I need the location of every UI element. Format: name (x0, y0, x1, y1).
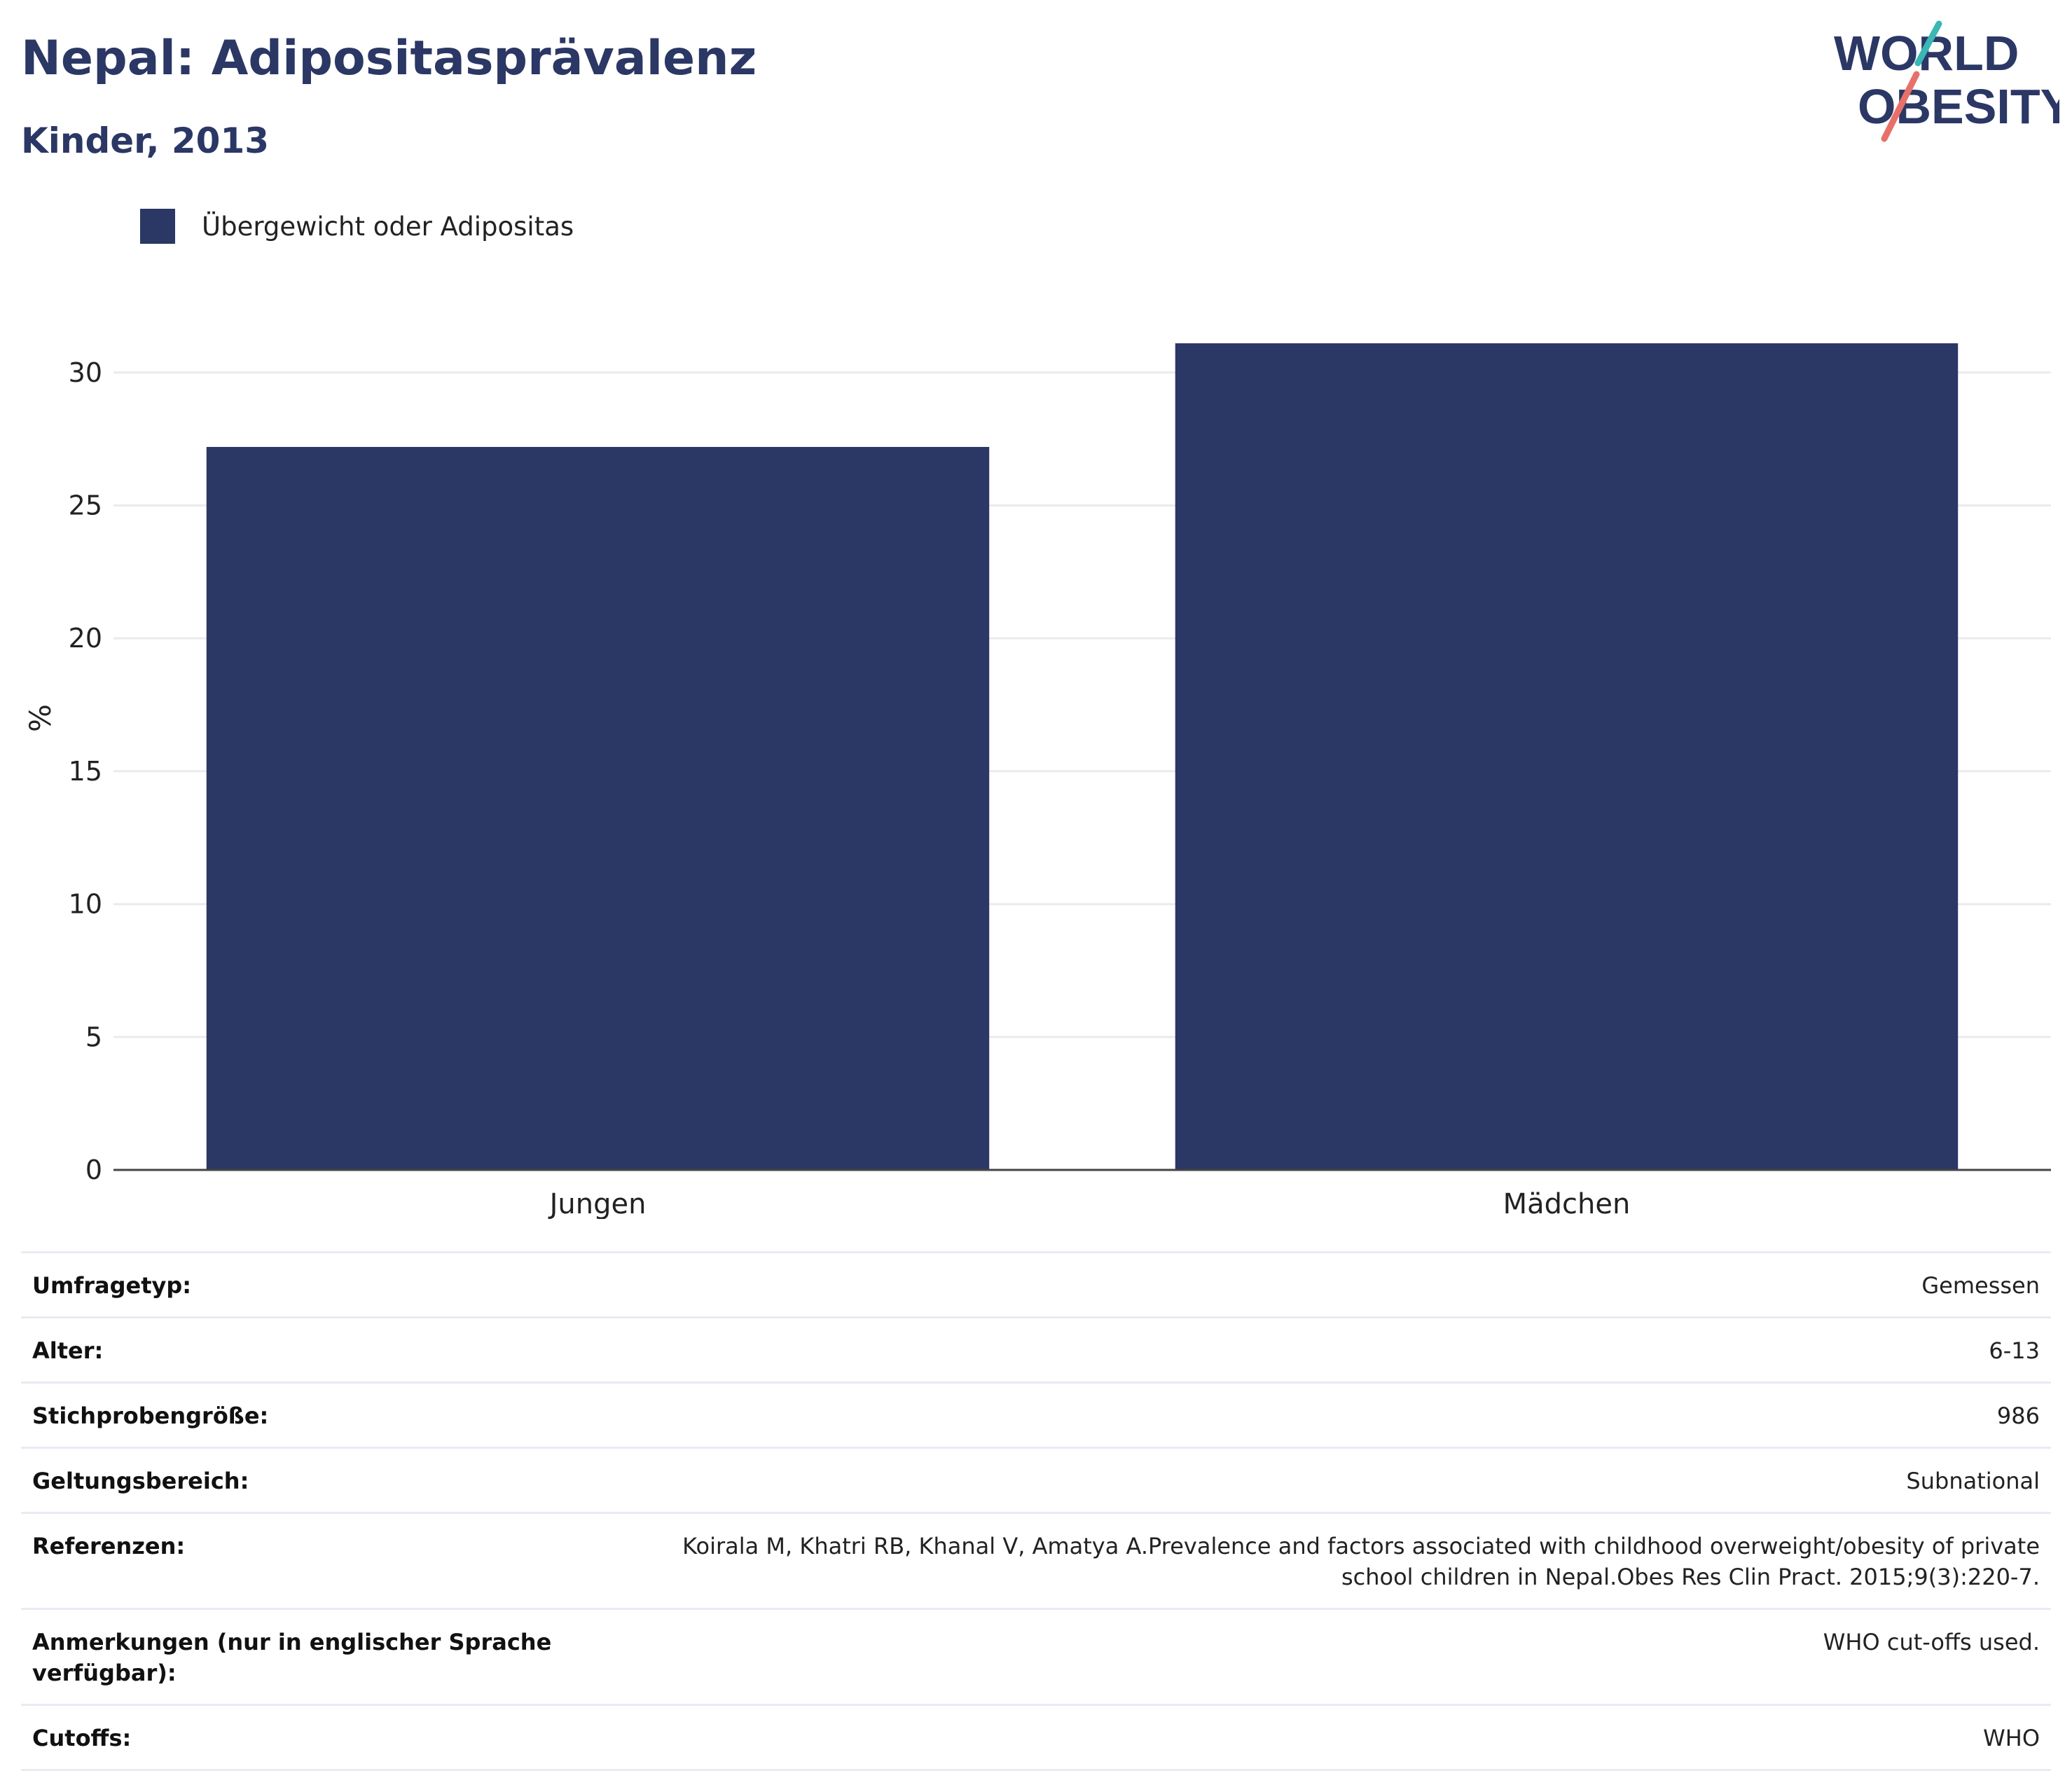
details-value: WHO cut-offs used. (1823, 1627, 2040, 1658)
details-label: Cutoffs: (32, 1723, 565, 1753)
details-row: Cutoffs: WHO (21, 1706, 2051, 1771)
details-value: 986 (1997, 1400, 2040, 1431)
details-label: Alter: (32, 1335, 565, 1366)
details-table: Umfragetyp: Gemessen Alter: 6-13 Stichpr… (21, 1251, 2051, 1771)
y-tick-label: 0 (85, 1155, 102, 1185)
details-row: Referenzen: Koirala M, Khatri RB, Khanal… (21, 1514, 2051, 1610)
details-value: Koirala M, Khatri RB, Khanal V, Amatya A… (639, 1531, 2040, 1592)
details-value: Subnational (1906, 1466, 2040, 1496)
details-row: Anmerkungen (nur in englischer Sprache v… (21, 1610, 2051, 1706)
details-label: Anmerkungen (nur in englischer Sprache v… (32, 1627, 565, 1688)
details-label: Umfragetyp: (32, 1270, 565, 1301)
y-tick-label: 5 (85, 1021, 102, 1052)
legend-label: Übergewicht oder Adipositas (202, 212, 574, 242)
y-tick-label: 20 (69, 623, 102, 654)
y-tick-label: 25 (69, 490, 102, 521)
details-value: 6-13 (1989, 1335, 2040, 1366)
bar (207, 447, 989, 1170)
page-title: Nepal: Adipositasprävalenz (21, 31, 757, 86)
details-value: Gemessen (1921, 1270, 2040, 1301)
details-label: Geltungsbereich: (32, 1466, 565, 1496)
details-row: Geltungsbereich: Subnational (21, 1449, 2051, 1514)
bar-chart: 0 5 10 15 20 25 30% Jungen Mädchen (0, 266, 2072, 1219)
y-axis-title: % (23, 704, 57, 732)
chart-legend[interactable]: Übergewicht oder Adipositas (140, 209, 574, 244)
details-label: Stichprobengröße: (32, 1400, 565, 1431)
details-row: Stichprobengröße: 986 (21, 1384, 2051, 1449)
page-subtitle: Kinder, 2013 (21, 120, 269, 161)
bar (1175, 343, 1958, 1170)
world-obesity-logo: WORLD OBESITY (1821, 20, 2059, 146)
y-tick-label: 10 (69, 889, 102, 920)
legend-swatch (140, 209, 175, 244)
details-row: Umfragetyp: Gemessen (21, 1253, 2051, 1318)
details-row: Alter: 6-13 (21, 1318, 2051, 1384)
x-tick-label: Jungen (548, 1188, 647, 1219)
details-label: Referenzen: (32, 1531, 565, 1562)
y-tick-label: 30 (69, 357, 102, 388)
details-value: WHO (1983, 1723, 2040, 1753)
x-tick-label: Mädchen (1503, 1188, 1631, 1219)
y-tick-label: 15 (69, 756, 102, 787)
